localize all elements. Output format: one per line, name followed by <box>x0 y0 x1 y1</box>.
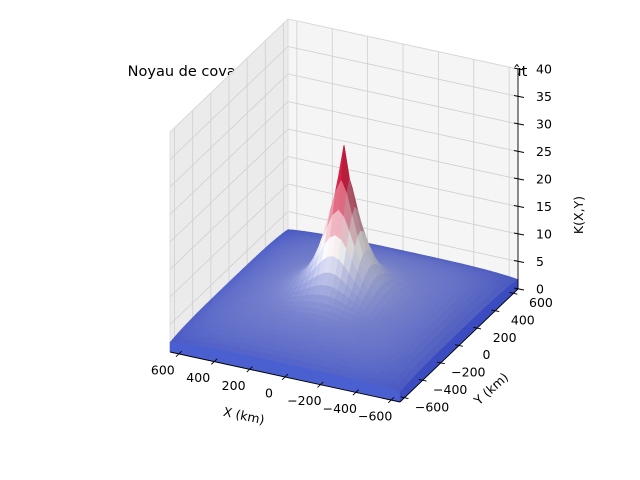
z-tick-label: 5 <box>536 254 544 269</box>
x-tick-label: 0 <box>265 385 273 400</box>
pane-edge <box>169 18 289 133</box>
z-axis-label: K(X,Y) <box>571 196 586 234</box>
y-tick <box>509 292 518 295</box>
back-grid-z <box>287 128 519 180</box>
x-tick <box>281 373 289 381</box>
z-tick-label: 40 <box>536 62 552 77</box>
y-tick-label: 0 <box>483 347 491 362</box>
z-tick-label: 10 <box>536 227 552 242</box>
x-tick <box>352 389 359 396</box>
x-tick-label: −400 <box>323 401 357 416</box>
x-tick <box>317 381 324 388</box>
x-tick <box>211 358 218 365</box>
x-tick <box>387 396 395 404</box>
left-grid-z <box>169 211 289 325</box>
left-grid-z <box>169 128 289 243</box>
z-tick <box>513 67 525 71</box>
z-tick-label: 30 <box>536 117 552 132</box>
y-tick-label: −600 <box>415 399 449 414</box>
x-axis-label: X (km) <box>222 404 266 427</box>
y-tick <box>473 326 482 330</box>
left-grid-z <box>169 183 289 298</box>
x-tick-label: 600 <box>151 362 175 377</box>
z-tick <box>513 205 525 208</box>
back-grid-z <box>287 211 519 262</box>
left-grid-z <box>169 156 289 270</box>
back-grid-z <box>287 156 519 207</box>
x-tick <box>175 350 183 358</box>
back-grid-z <box>287 101 519 152</box>
z-tick-label: 20 <box>536 172 552 187</box>
back-grid-z <box>287 73 519 125</box>
pane-edge <box>287 18 519 70</box>
y-tick <box>436 361 445 365</box>
z-tick <box>513 177 525 181</box>
y-tick-label: 200 <box>493 330 517 345</box>
y-tick-label: 600 <box>529 295 553 310</box>
z-tick <box>513 122 525 126</box>
y-tick-label: −400 <box>433 382 467 397</box>
z-tick <box>513 150 525 153</box>
z-tick <box>513 260 525 263</box>
back-grid-z <box>287 183 519 235</box>
z-tick <box>513 287 525 291</box>
left-grid-z <box>169 73 289 188</box>
surface-plot <box>169 144 519 403</box>
y-tick-label: −200 <box>451 365 485 380</box>
y-tick <box>491 309 500 313</box>
x-tick-label: −200 <box>287 393 321 408</box>
x-tick <box>246 366 253 373</box>
x-tick-label: 200 <box>222 378 246 393</box>
z-tick <box>513 95 525 98</box>
back-grid-z <box>287 46 519 97</box>
z-tick-label: 35 <box>536 89 552 104</box>
axis-ticks: −600−400−2000200400600−600−400−200020040… <box>151 62 553 424</box>
z-tick-label: 25 <box>536 144 552 159</box>
y-tick <box>400 396 409 399</box>
z-tick-label: 0 <box>536 282 544 297</box>
x-tick-label: 400 <box>186 370 210 385</box>
x-tick-label: −600 <box>358 409 392 424</box>
z-tick-label: 15 <box>536 199 552 214</box>
y-tick-label: 400 <box>511 312 535 327</box>
left-grid-z <box>169 101 289 215</box>
y-tick <box>418 378 427 382</box>
left-grid-z <box>169 46 289 160</box>
z-tick <box>513 232 525 236</box>
y-tick <box>454 344 464 347</box>
